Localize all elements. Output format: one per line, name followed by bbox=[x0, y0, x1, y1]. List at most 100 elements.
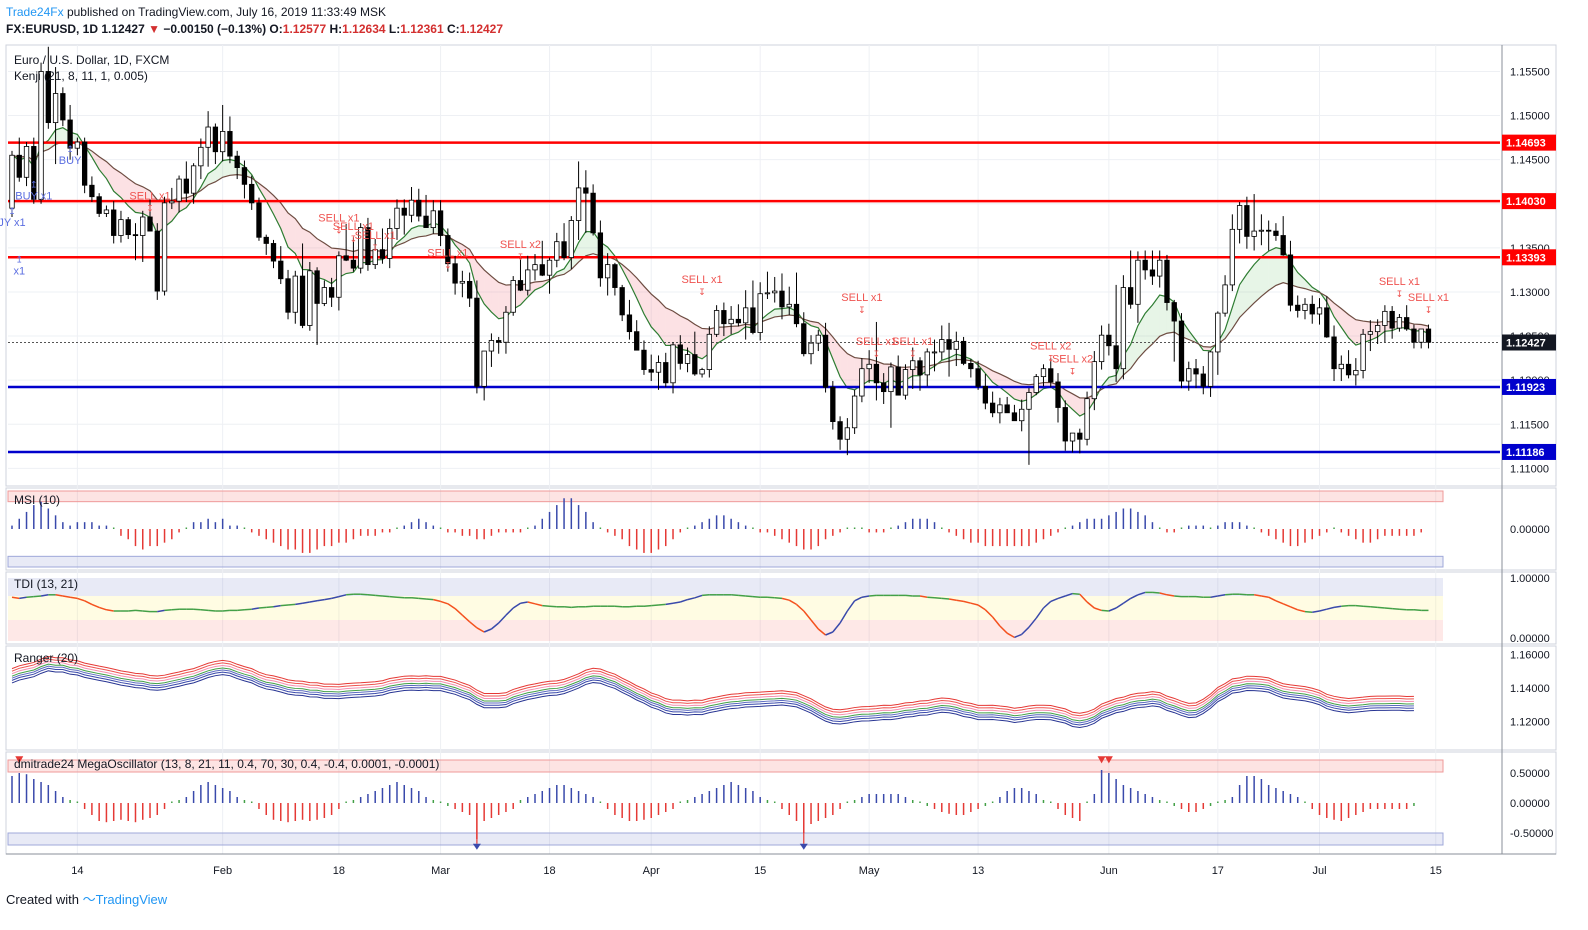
candle[interactable] bbox=[772, 276, 778, 303]
candle[interactable] bbox=[140, 210, 146, 262]
candle[interactable] bbox=[953, 331, 959, 367]
candle[interactable] bbox=[1048, 358, 1054, 388]
candle[interactable] bbox=[132, 223, 139, 261]
candle[interactable] bbox=[365, 217, 371, 271]
candle[interactable] bbox=[1244, 196, 1250, 249]
candle[interactable] bbox=[31, 137, 37, 204]
candle[interactable] bbox=[1106, 323, 1112, 356]
candle[interactable] bbox=[343, 224, 349, 262]
candle[interactable] bbox=[9, 150, 15, 217]
candle[interactable] bbox=[1404, 305, 1410, 331]
candle[interactable] bbox=[125, 216, 131, 240]
candle[interactable] bbox=[1273, 223, 1279, 241]
candle[interactable] bbox=[1389, 306, 1395, 339]
candle[interactable] bbox=[815, 329, 821, 352]
candle[interactable] bbox=[801, 312, 807, 357]
candle[interactable] bbox=[408, 187, 415, 223]
candle[interactable] bbox=[1171, 299, 1177, 362]
candle[interactable] bbox=[394, 199, 400, 240]
candle[interactable] bbox=[1077, 428, 1083, 454]
candle[interactable] bbox=[743, 290, 749, 340]
candle[interactable] bbox=[234, 150, 240, 180]
candle[interactable] bbox=[103, 205, 110, 217]
candle[interactable] bbox=[401, 199, 407, 235]
candle[interactable] bbox=[38, 62, 44, 204]
candle[interactable] bbox=[1098, 325, 1105, 370]
candle[interactable] bbox=[510, 276, 516, 316]
candle[interactable] bbox=[1222, 275, 1228, 317]
candle[interactable] bbox=[1258, 214, 1265, 246]
candle[interactable] bbox=[670, 342, 676, 394]
candle[interactable] bbox=[176, 175, 182, 213]
candle[interactable] bbox=[1338, 355, 1344, 382]
candle[interactable] bbox=[336, 251, 342, 311]
candle[interactable] bbox=[982, 373, 989, 410]
candle[interactable] bbox=[1251, 194, 1257, 251]
candle[interactable] bbox=[1360, 329, 1366, 379]
candle[interactable] bbox=[1019, 399, 1025, 432]
candle[interactable] bbox=[161, 196, 168, 296]
candle[interactable] bbox=[1353, 358, 1359, 386]
candle[interactable] bbox=[1091, 351, 1097, 411]
candle[interactable] bbox=[1135, 251, 1141, 323]
candle[interactable] bbox=[808, 335, 814, 365]
candle[interactable] bbox=[1425, 324, 1432, 349]
candle[interactable] bbox=[249, 175, 255, 210]
candle[interactable] bbox=[1280, 216, 1286, 256]
candle[interactable] bbox=[1302, 298, 1308, 320]
candle[interactable] bbox=[989, 391, 996, 418]
candle[interactable] bbox=[154, 223, 160, 300]
candle[interactable] bbox=[1069, 432, 1076, 453]
candle[interactable] bbox=[89, 176, 95, 202]
candle[interactable] bbox=[1236, 201, 1243, 244]
candle[interactable] bbox=[358, 223, 364, 274]
candle[interactable] bbox=[793, 272, 800, 328]
candle[interactable] bbox=[1396, 314, 1403, 332]
candle[interactable] bbox=[750, 280, 756, 335]
candle[interactable] bbox=[459, 270, 466, 298]
candle[interactable] bbox=[634, 320, 640, 351]
candle[interactable] bbox=[888, 362, 894, 428]
candle[interactable] bbox=[212, 123, 219, 165]
candle[interactable] bbox=[728, 306, 734, 335]
candle[interactable] bbox=[881, 373, 887, 404]
candle[interactable] bbox=[822, 322, 829, 393]
candle[interactable] bbox=[1026, 388, 1032, 465]
candle[interactable] bbox=[532, 254, 538, 281]
price-pane[interactable]: BUY x1↥BUY↥JY x1↥x1↥SELL x1↧SELL x1↧SELL… bbox=[0, 46, 1500, 465]
candle[interactable] bbox=[1207, 351, 1214, 397]
candle[interactable] bbox=[285, 269, 291, 320]
candle[interactable] bbox=[416, 188, 422, 222]
candle[interactable] bbox=[1411, 324, 1417, 349]
candle[interactable] bbox=[975, 360, 981, 390]
candle[interactable] bbox=[423, 194, 429, 228]
candle[interactable] bbox=[721, 302, 727, 337]
candle[interactable] bbox=[379, 228, 386, 264]
candle[interactable] bbox=[1142, 250, 1148, 280]
candle[interactable] bbox=[350, 237, 357, 272]
candle[interactable] bbox=[1367, 320, 1374, 352]
candle[interactable] bbox=[270, 239, 277, 269]
candle[interactable] bbox=[1164, 254, 1170, 311]
candle[interactable] bbox=[263, 234, 269, 255]
candle[interactable] bbox=[597, 220, 604, 287]
candle[interactable] bbox=[23, 142, 30, 187]
candle[interactable] bbox=[220, 104, 226, 162]
candle[interactable] bbox=[677, 335, 683, 370]
candle[interactable] bbox=[1157, 250, 1163, 288]
candle[interactable] bbox=[1033, 373, 1039, 396]
candle[interactable] bbox=[1127, 250, 1134, 309]
candle[interactable] bbox=[452, 255, 458, 295]
tradingview-logo[interactable]: 〜TradingView bbox=[82, 892, 168, 907]
candle[interactable] bbox=[1193, 358, 1199, 389]
candle[interactable] bbox=[16, 137, 22, 182]
candle[interactable] bbox=[1011, 404, 1018, 422]
candle[interactable] bbox=[851, 389, 858, 434]
candle[interactable] bbox=[604, 253, 611, 296]
candle[interactable] bbox=[568, 216, 574, 270]
candle[interactable] bbox=[1178, 313, 1185, 389]
candle[interactable] bbox=[299, 243, 306, 329]
indicator-panes[interactable]: MSI (10) TDI (13, 21) Ranger (20) dmitrade2… bbox=[11, 493, 1429, 850]
candle[interactable] bbox=[692, 331, 698, 376]
candle[interactable] bbox=[278, 246, 284, 285]
